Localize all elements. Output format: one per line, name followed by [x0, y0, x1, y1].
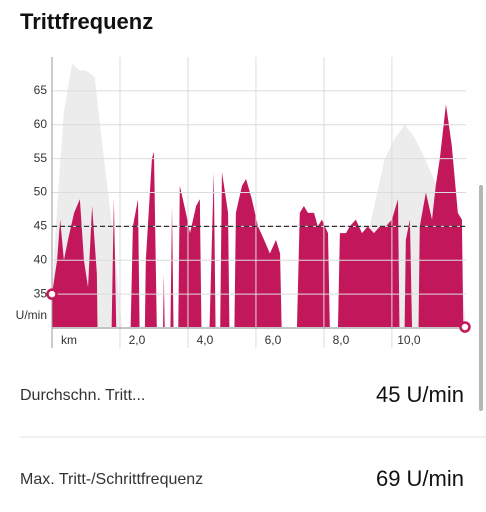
scrollbar[interactable] [479, 185, 483, 411]
y-tick-label: 60 [34, 117, 48, 131]
stat-label: Durchschn. Tritt... [20, 387, 145, 404]
y-unit: U/min [16, 308, 47, 322]
x-tick-label: 4,0 [197, 333, 214, 347]
x-tick-label: 8,0 [333, 333, 350, 347]
y-tick-label: 35 [34, 286, 48, 300]
y-tick-label: 45 [34, 219, 48, 233]
point-marker [459, 321, 471, 333]
x-tick-label: 2,0 [129, 333, 146, 347]
x-tick-label: km [61, 333, 77, 347]
areas [52, 63, 466, 327]
y-tick-label: 55 [34, 151, 48, 165]
chart-title: Trittfrequenz [20, 9, 153, 34]
plot: 35 40 45 50 55 60 65 U/min km 2,0 4,0 6,0 8,0 10,0 [16, 57, 471, 348]
point-marker [46, 288, 58, 300]
x-tick-label: 10,0 [397, 333, 421, 347]
stat-value: 69 U/min [376, 466, 464, 491]
y-tick-label: 40 [34, 252, 48, 266]
stat-label: Max. Tritt-/Schrittfrequenz [20, 471, 203, 488]
area [52, 104, 464, 327]
stat-value: 45 U/min [376, 382, 464, 407]
y-tick-label: 50 [34, 185, 48, 199]
x-tick-label: 6,0 [265, 333, 282, 347]
y-tick-label: 65 [34, 83, 48, 97]
